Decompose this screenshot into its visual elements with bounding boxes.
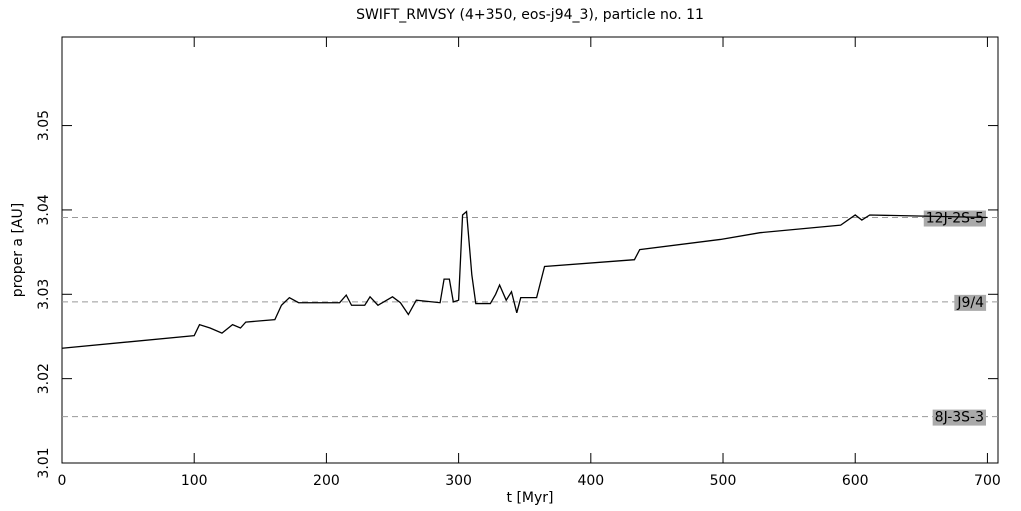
resonance-label: J9/4 [956, 295, 984, 311]
resonance-label-bg [954, 294, 987, 311]
chart-title: SWIFT_RMVSY (4+350, eos-j94_3), particle… [356, 7, 704, 23]
x-tick-label: 600 [842, 473, 869, 489]
y-tick-label: 3.02 [36, 363, 52, 394]
x-tick-label: 500 [710, 473, 737, 489]
y-axis-label: proper a [AU] [10, 203, 26, 297]
y-tick-label: 3.04 [36, 194, 52, 225]
x-axis-label: t [Myr] [507, 490, 554, 506]
resonance-label: 8J-3S-3 [935, 410, 984, 426]
resonance-label-bg [932, 409, 986, 426]
y-tick-label: 3.01 [36, 447, 52, 478]
x-tick-label: 300 [445, 473, 472, 489]
x-tick-label: 700 [974, 473, 1001, 489]
x-tick-label: 400 [577, 473, 604, 489]
x-tick-label: 100 [181, 473, 208, 489]
resonance-label-bg [923, 210, 986, 227]
data-line [61, 210, 988, 349]
plot-frame [61, 36, 999, 464]
y-tick-label: 3.03 [36, 279, 52, 310]
x-tick-label: 200 [313, 473, 340, 489]
resonance-label: 12J-2S-5 [926, 211, 984, 227]
y-tick-label: 3.05 [36, 110, 52, 141]
x-tick-label: 0 [58, 473, 67, 489]
